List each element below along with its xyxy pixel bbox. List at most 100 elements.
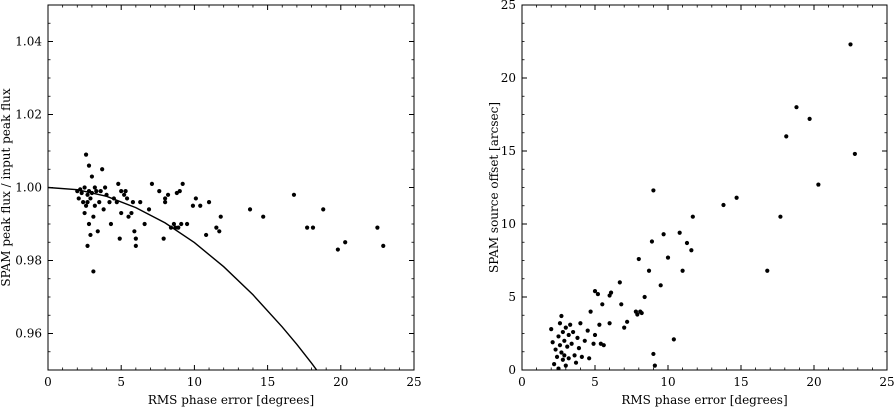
data-point <box>553 347 558 352</box>
data-point <box>563 363 568 368</box>
data-point <box>381 243 386 248</box>
data-point <box>559 350 564 355</box>
data-point <box>601 343 606 348</box>
data-point <box>85 200 90 205</box>
data-point <box>111 196 116 201</box>
data-point <box>572 353 577 358</box>
data-point <box>625 319 630 324</box>
data-point <box>554 354 560 359</box>
data-point <box>79 190 84 196</box>
data-point <box>321 207 326 212</box>
y-tick-label: 1.04 <box>15 35 42 49</box>
data-point <box>607 321 612 326</box>
data-point <box>639 310 644 316</box>
data-point <box>690 214 695 219</box>
data-point <box>585 328 590 333</box>
data-point <box>217 229 222 234</box>
data-point <box>635 312 640 317</box>
data-point <box>721 202 726 208</box>
data-point <box>91 269 96 274</box>
x-tick-label: 0 <box>44 375 52 389</box>
data-point <box>291 192 297 197</box>
x-tick-label: 20 <box>333 375 348 389</box>
data-point <box>179 221 184 227</box>
x-tick-label: 10 <box>187 375 202 389</box>
data-point <box>83 203 89 208</box>
data-point <box>163 200 168 205</box>
data-point <box>88 196 93 201</box>
plot-frame <box>47 4 415 371</box>
data-point <box>95 229 100 234</box>
data-point <box>680 268 685 273</box>
x-tick-label: 10 <box>660 375 675 389</box>
data-point <box>658 283 663 288</box>
data-point <box>108 221 114 227</box>
data-point <box>198 203 203 208</box>
data-point <box>89 174 95 179</box>
data-point <box>592 289 598 294</box>
data-point <box>651 351 656 357</box>
data-point <box>734 195 739 200</box>
data-point <box>206 200 212 205</box>
data-point <box>261 214 266 219</box>
data-point <box>566 332 571 338</box>
data-point <box>130 200 136 205</box>
data-point <box>94 189 99 194</box>
x-tick-label: 15 <box>260 375 275 389</box>
data-point <box>684 240 690 246</box>
data-point <box>550 340 555 345</box>
data-point <box>123 189 128 194</box>
y-tick-label: 0.98 <box>15 254 42 268</box>
data-point <box>177 189 182 194</box>
data-point <box>560 329 565 335</box>
data-point <box>204 232 209 238</box>
data-point <box>146 207 152 212</box>
data-point <box>83 152 89 157</box>
y-tick-label: 0 <box>508 363 516 377</box>
data-point <box>560 357 565 362</box>
data-point <box>689 248 694 253</box>
data-point <box>576 346 582 351</box>
data-point <box>85 243 90 248</box>
data-point <box>565 344 570 349</box>
y-tick-label: 20 <box>501 71 516 85</box>
data-point <box>816 182 821 187</box>
data-point <box>848 42 853 47</box>
data-point <box>116 181 121 186</box>
data-point <box>82 185 87 190</box>
y-tick-label: 5 <box>508 290 516 304</box>
data-point <box>588 309 593 314</box>
x-tick-label: 5 <box>117 375 125 389</box>
data-point <box>214 225 219 230</box>
data-point <box>661 232 666 237</box>
data-point <box>100 167 105 172</box>
data-point <box>646 268 652 273</box>
data-point <box>557 321 563 326</box>
data-point <box>582 338 587 343</box>
data-point <box>305 225 310 230</box>
y-tick-label: 25 <box>501 0 516 12</box>
data-point <box>592 332 598 338</box>
data-point <box>562 353 567 358</box>
data-point <box>852 151 857 157</box>
data-point <box>559 313 564 319</box>
data-point <box>180 181 185 186</box>
data-point <box>171 221 177 227</box>
data-point <box>119 189 124 194</box>
data-point <box>86 163 92 168</box>
data-point <box>97 200 102 205</box>
y-axis-label: SPAM source offset [arcsec] <box>487 102 501 273</box>
y-tick-label: 1.00 <box>15 181 42 195</box>
data-point <box>98 189 103 194</box>
data-point <box>665 255 671 260</box>
data-point <box>81 200 86 205</box>
data-point <box>88 232 93 238</box>
data-point <box>190 203 196 208</box>
data-point <box>124 196 130 201</box>
data-point <box>552 362 557 367</box>
data-point <box>119 210 124 216</box>
data-point <box>622 325 627 330</box>
data-point <box>82 210 87 216</box>
data-point <box>102 185 108 190</box>
data-point <box>165 192 171 197</box>
